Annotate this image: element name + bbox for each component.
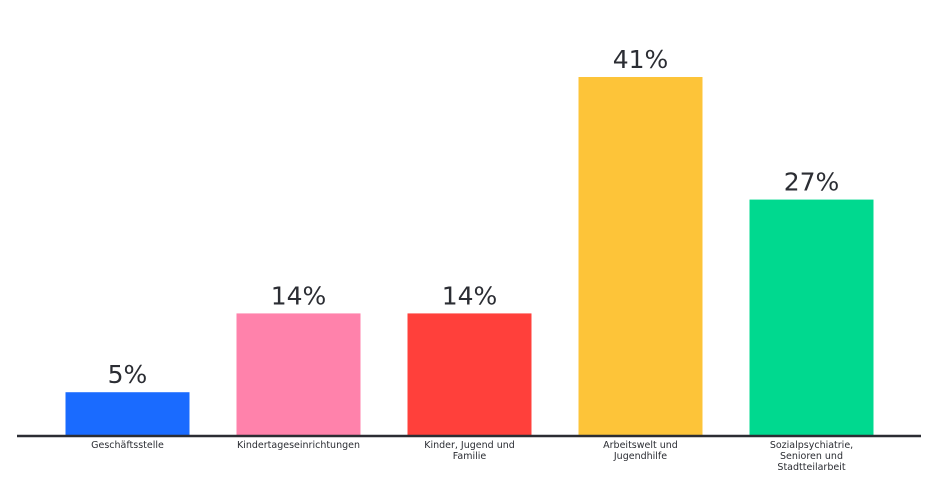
bar-3 [407,313,532,436]
category-label-line: Kinder, Jugend und [424,440,515,451]
category-label-line: Geschäftsstelle [91,440,164,451]
value-label-2: 14% [271,281,327,310]
value-labels-group: 5% 14% 14% 41% 27% [108,45,840,389]
category-label-line: Jugendhilfe [613,451,667,462]
bar-4 [578,77,703,436]
category-label-5: Sozialpsychiatrie, Senioren und Stadtteila… [770,440,853,473]
category-label-3: Kinder, Jugend und Familie [424,440,515,462]
bars-group [65,77,874,436]
category-label-line: Kindertageseinrichtungen [237,440,360,451]
category-label-line: Sozialpsychiatrie, [770,440,853,451]
category-label-2: Kindertageseinrichtungen [237,440,360,451]
category-label-4: Arbeitswelt und Jugendhilfe [603,440,678,462]
category-label-line: Familie [453,451,487,462]
category-labels-group: Geschäftsstelle Kindertageseinrichtungen K… [91,440,853,473]
category-label-line: Senioren und [780,451,843,462]
bar-5 [749,199,874,436]
value-label-3: 14% [442,281,498,310]
category-label-line: Arbeitswelt und [603,440,678,451]
value-label-4: 41% [613,45,669,74]
value-label-5: 27% [784,168,840,197]
category-label-line: Stadtteilarbeit [777,462,845,473]
bar-1 [65,392,190,436]
category-label-1: Geschäftsstelle [91,440,164,451]
bar-2 [236,313,361,436]
value-label-1: 5% [108,360,148,389]
